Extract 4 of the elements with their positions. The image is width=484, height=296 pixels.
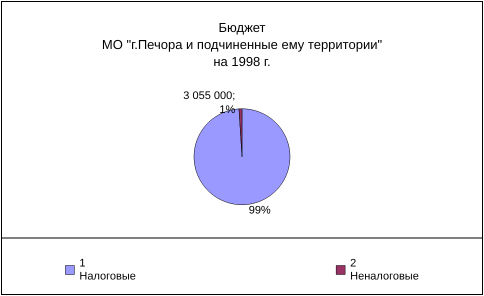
chart-title: Бюджет МО "г.Печора и подчиненные ему территории" на 1998 г. xyxy=(102,20,382,69)
legend-label: 1 Налоговые xyxy=(79,258,136,282)
legend-label: 2 Неналоговые xyxy=(350,258,419,282)
data-label: 99% xyxy=(248,204,271,217)
